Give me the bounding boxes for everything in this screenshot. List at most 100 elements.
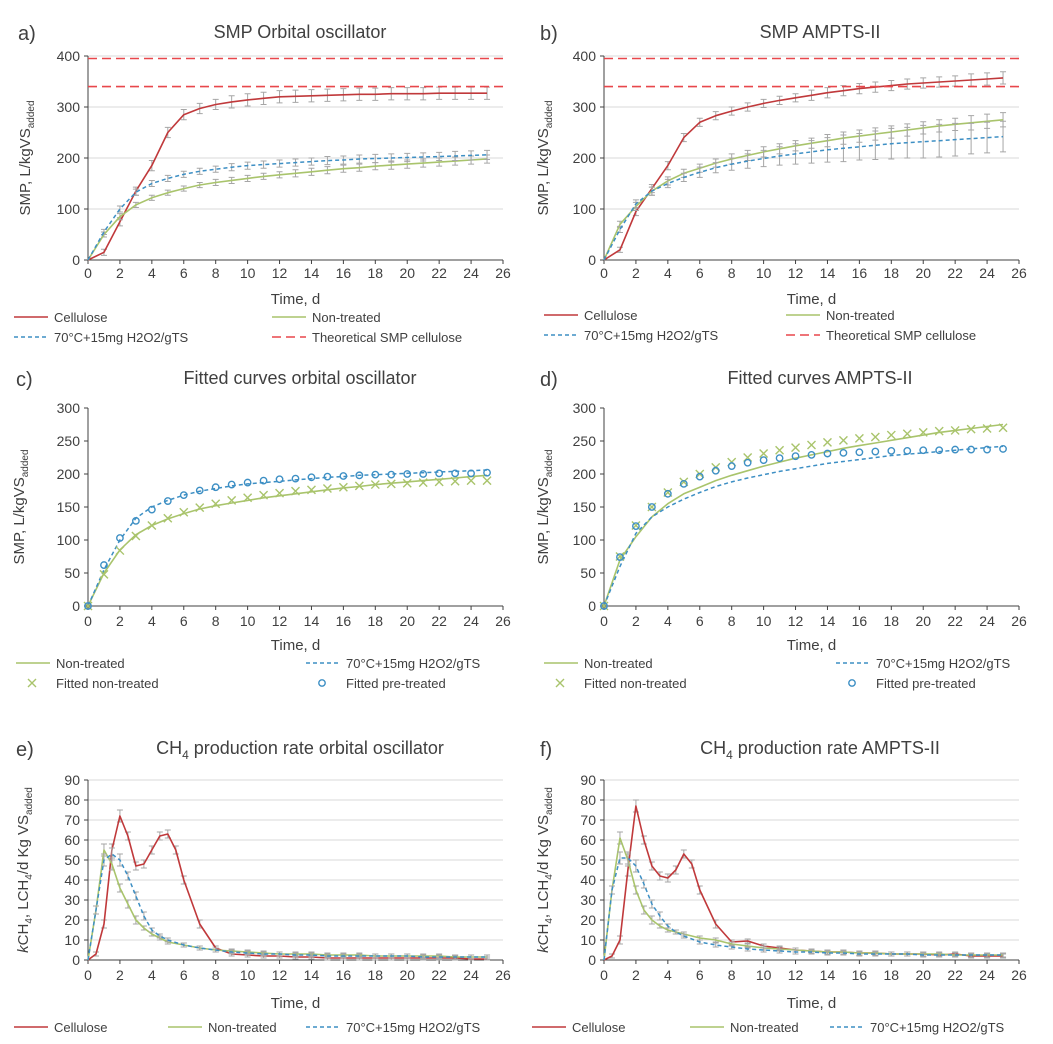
- legend-item-non-treated: Non-treated: [16, 656, 125, 671]
- y-tick-label: 200: [57, 466, 81, 482]
- marker-fitted-pre-treated: [647, 503, 656, 511]
- x-tick-label: 0: [84, 967, 92, 983]
- x-tick-label: 4: [148, 967, 156, 983]
- marker-fitted-pre-treated: [275, 475, 284, 484]
- error-bar: [436, 151, 443, 162]
- legend-label: Non-treated: [56, 656, 125, 671]
- legend-item-70-c-15mg-h2o2-gts: 70°C+15mg H2O2/gTS: [830, 1020, 1005, 1035]
- legend-label: Non-treated: [584, 656, 653, 671]
- y-axis-label: kCH4, LCH4/d Kg VSadded: [15, 787, 35, 953]
- series-70-c-15mg-h2o2-gts: [603, 857, 1003, 961]
- x-tick-label: 18: [368, 967, 384, 983]
- marker-fitted-non-treated: [934, 426, 944, 436]
- error-bar: [244, 950, 251, 956]
- error-bar: [212, 165, 219, 173]
- marker-fitted-non-treated: [886, 430, 896, 440]
- marker-fitted-non-treated: [259, 490, 269, 500]
- legend-item-cellulose: Cellulose: [14, 1020, 107, 1035]
- marker-fitted-non-treated: [402, 478, 412, 488]
- marker-fitted-pre-treated: [323, 472, 332, 481]
- x-tick-label: 26: [495, 967, 511, 983]
- legend-item-cellulose: Cellulose: [532, 1020, 625, 1035]
- marker-fitted-pre-treated: [163, 497, 172, 505]
- error-bar: [936, 952, 943, 958]
- error-bar: [808, 140, 815, 164]
- marker-fitted-pre-treated: [116, 534, 124, 542]
- legend-label: Cellulose: [584, 308, 637, 323]
- error-bar: [872, 951, 879, 957]
- marker-fitted-pre-treated: [743, 458, 752, 467]
- x-tick-label: 0: [600, 265, 608, 281]
- marker-fitted-pre-treated: [355, 471, 364, 480]
- legend-swatch: [555, 678, 565, 688]
- x-tick-label: 0: [600, 967, 608, 983]
- legend-item-cellulose: Cellulose: [14, 310, 107, 325]
- marker-fitted-non-treated: [998, 423, 1008, 433]
- panel-label: e): [16, 739, 34, 761]
- y-tick-label: 400: [573, 48, 597, 64]
- error-bar: [712, 162, 719, 174]
- marker-fitted-non-treated: [370, 480, 380, 490]
- legend-label: Non-treated: [826, 308, 895, 323]
- marker-fitted-non-treated: [838, 435, 848, 445]
- marker-fitted-pre-treated: [663, 489, 672, 498]
- x-tick-label: 24: [463, 967, 479, 983]
- marker-fitted-pre-treated: [467, 469, 475, 478]
- x-tick-label: 26: [1011, 265, 1027, 281]
- y-tick-label: 70: [64, 812, 80, 828]
- legend-item-70-c-15mg-h2o2-gts: 70°C+15mg H2O2/gTS: [306, 656, 481, 671]
- error-bar: [484, 149, 491, 161]
- marker-fitted-pre-treated: [195, 486, 204, 495]
- error-bar: [372, 953, 379, 959]
- legend-item-fitted-pre-treated: Fitted pre-treated: [318, 676, 446, 691]
- chart-panel-5: 0 2 4 6 8 10 12 14 16 18 20 22 24 2601020304050607080…: [14, 738, 511, 1035]
- marker-fitted-pre-treated: [483, 468, 491, 477]
- x-tick-label: 14: [820, 265, 836, 281]
- chart-title: SMP Orbital oscillator: [214, 22, 387, 42]
- x-tick-label: 2: [632, 613, 640, 629]
- chart-title: SMP AMPTS-II: [760, 22, 881, 42]
- x-tick-label: 14: [304, 613, 320, 629]
- x-tick-label: 2: [116, 265, 124, 281]
- marker-fitted-non-treated: [195, 503, 205, 513]
- error-bar: [132, 891, 139, 901]
- x-tick-label: 20: [915, 265, 931, 281]
- x-tick-label: 16: [336, 613, 352, 629]
- y-tick-label: 40: [64, 872, 80, 888]
- x-tick-label: 14: [820, 967, 836, 983]
- y-tick-label: 300: [57, 400, 81, 416]
- legend-item-70-c-15mg-h2o2-gts: 70°C+15mg H2O2/gTS: [544, 328, 719, 343]
- error-bar: [1000, 952, 1007, 958]
- legend-item-non-treated: Non-treated: [168, 1020, 277, 1035]
- x-tick-label: 12: [788, 265, 804, 281]
- y-tick-label: 250: [573, 433, 597, 449]
- x-tick-label: 18: [884, 967, 900, 983]
- chart-panel-4: 0 2 4 6 8 10 12 14 16 18 20 22 24 2605010015020025030…: [535, 368, 1027, 691]
- y-tick-label: 50: [64, 565, 80, 581]
- error-bar: [616, 851, 623, 865]
- marker-fitted-non-treated: [275, 488, 285, 498]
- y-tick-label: 60: [580, 832, 596, 848]
- y-tick-label: 100: [57, 201, 81, 217]
- error-bar: [260, 160, 267, 169]
- panel-label: a): [18, 23, 36, 45]
- x-tick-label: 26: [495, 265, 511, 281]
- marker-fitted-non-treated: [982, 423, 992, 433]
- x-tick-label: 20: [399, 967, 415, 983]
- legend-label: Theoretical SMP cellulose: [312, 330, 462, 345]
- marker-fitted-non-treated: [966, 424, 976, 434]
- y-tick-label: 200: [573, 150, 597, 166]
- legend-label: 70°C+15mg H2O2/gTS: [346, 656, 481, 671]
- error-bar: [324, 155, 331, 166]
- series-70-c-15mg-h2o2-gts: [87, 469, 488, 607]
- x-tick-label: 10: [756, 265, 772, 281]
- marker-fitted-pre-treated: [999, 445, 1007, 453]
- y-tick-label: 50: [580, 565, 596, 581]
- marker-fitted-pre-treated: [951, 445, 960, 454]
- marker-fitted-pre-treated: [775, 454, 784, 463]
- legend-label: Fitted non-treated: [56, 676, 159, 691]
- error-bar: [760, 149, 767, 168]
- error-bar: [888, 951, 895, 957]
- y-tick-label: 300: [573, 400, 597, 416]
- x-tick-label: 14: [820, 613, 836, 629]
